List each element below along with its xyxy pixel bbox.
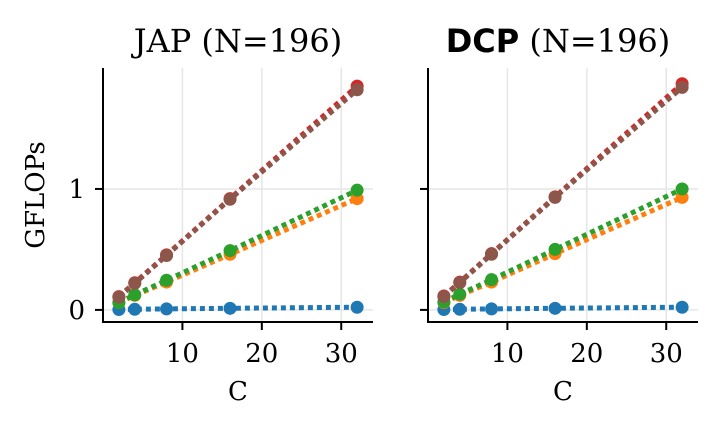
- series-green-point: [223, 244, 237, 258]
- series-green-line: [442, 186, 684, 305]
- x-tick-label: 10: [491, 339, 524, 369]
- series-blue-point: [128, 302, 142, 316]
- x-tick-label: 20: [245, 339, 278, 369]
- series-blue-point: [160, 302, 174, 316]
- series-brown-point: [548, 190, 562, 204]
- series-brown-point: [350, 83, 364, 97]
- series-brown-point: [160, 248, 174, 262]
- x-tick-label: 30: [325, 339, 358, 369]
- y-tick-label: 0: [68, 296, 85, 326]
- series-brown-point: [437, 290, 451, 304]
- y-tick-label: 1: [68, 175, 85, 205]
- x-tick-label: 10: [166, 339, 199, 369]
- subplot-2: DCP (N=196) 10 20 30 C: [420, 22, 698, 407]
- series-blue-point: [485, 302, 499, 316]
- series-green-point: [548, 242, 562, 256]
- series-brown-line: [117, 87, 359, 300]
- series-blue-point: [223, 301, 237, 315]
- chart-title-rest: (N=196): [519, 22, 670, 60]
- series-green-line: [117, 187, 359, 305]
- series-green-point: [128, 288, 142, 302]
- chart-title: DCP (N=196): [446, 22, 671, 60]
- chart-title-bold: DCP: [446, 22, 520, 60]
- x-axis-label: C: [228, 377, 248, 407]
- series-green-point: [453, 287, 467, 301]
- series-brown-point: [223, 192, 237, 206]
- series-green-point: [160, 273, 174, 287]
- series-brown-line: [442, 85, 684, 299]
- series-blue-point: [675, 300, 689, 314]
- series-green-point: [485, 273, 499, 287]
- series-blue-point: [350, 300, 364, 314]
- subplot-1: JAP (N=196) 10 20 30 0 1 C GFLOPs: [21, 22, 373, 407]
- series-green-point: [350, 183, 364, 197]
- chart-title: JAP (N=196): [131, 22, 343, 60]
- series-brown-point: [485, 247, 499, 261]
- x-tick-label: 20: [570, 339, 603, 369]
- y-axis-label: GFLOPs: [21, 141, 51, 249]
- series-brown-point: [112, 290, 126, 304]
- x-axis-label: C: [553, 377, 573, 407]
- x-tick-label: 30: [650, 339, 683, 369]
- series-brown-point: [128, 276, 142, 290]
- series-blue-point: [548, 301, 562, 315]
- series-brown-point: [453, 276, 467, 290]
- series-brown-point: [675, 80, 689, 94]
- series-blue-point: [453, 302, 467, 316]
- series-green-point: [675, 182, 689, 196]
